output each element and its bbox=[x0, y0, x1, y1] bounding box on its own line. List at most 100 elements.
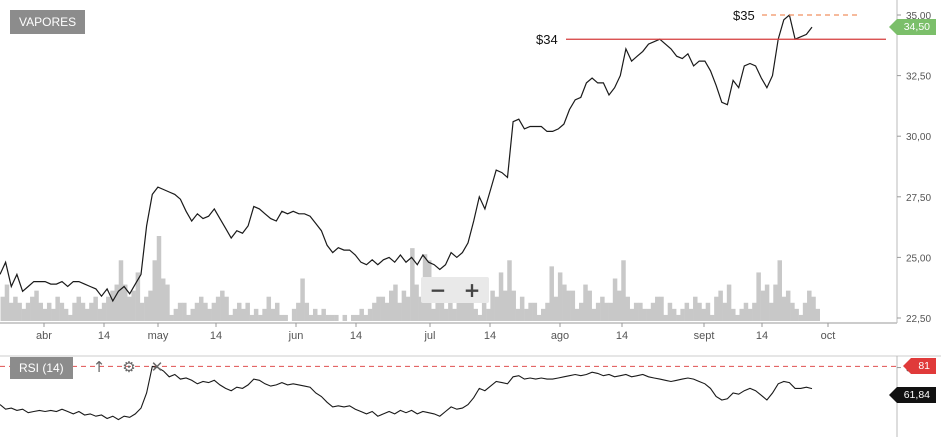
volume-bar bbox=[731, 308, 736, 321]
volume-bar bbox=[245, 302, 250, 321]
volume-bar bbox=[676, 314, 681, 321]
volume-bar bbox=[705, 302, 711, 321]
volume-bar bbox=[300, 278, 305, 321]
volume-bar bbox=[629, 308, 635, 321]
volume-bar bbox=[393, 284, 398, 321]
volume-bar bbox=[173, 308, 179, 321]
volume-bar bbox=[498, 272, 504, 321]
volume-bar bbox=[595, 302, 601, 321]
volume-bar bbox=[490, 290, 495, 321]
volume-bar bbox=[384, 302, 390, 321]
volume-bar bbox=[448, 302, 453, 321]
volume-bar bbox=[566, 290, 571, 321]
volume-bar bbox=[460, 296, 466, 321]
volume-bar bbox=[773, 284, 778, 321]
gear-icon[interactable]: ⚙ bbox=[122, 358, 136, 376]
badge-pointer bbox=[903, 358, 912, 375]
volume-bar bbox=[262, 308, 267, 321]
volume-bar bbox=[317, 314, 322, 321]
volume-bar bbox=[72, 302, 77, 321]
volume-bar bbox=[494, 296, 500, 321]
volume-bar bbox=[688, 308, 694, 321]
volume-bar bbox=[722, 302, 728, 321]
zoom-in-button[interactable]: + bbox=[463, 278, 481, 302]
volume-bar bbox=[515, 308, 521, 321]
volume-bar bbox=[553, 296, 559, 321]
volume-bar bbox=[452, 308, 457, 321]
close-icon[interactable]: ✕ bbox=[150, 358, 164, 376]
x-tick-label: oct bbox=[821, 330, 836, 342]
x-tick-label: abr bbox=[36, 330, 52, 342]
volume-bar bbox=[266, 296, 272, 321]
volume-bar bbox=[68, 314, 73, 321]
volume-bar bbox=[587, 290, 592, 321]
rsi-last-badge: 61,84 bbox=[888, 386, 936, 403]
volume-bar bbox=[8, 302, 14, 321]
rsi-overbought-badge: 81 bbox=[903, 358, 936, 375]
volume-bar bbox=[545, 302, 550, 321]
volume-bar bbox=[798, 314, 804, 321]
volume-bar bbox=[465, 302, 470, 321]
volume-bar bbox=[405, 296, 411, 321]
volume-bar bbox=[186, 314, 191, 321]
volume-bar bbox=[646, 308, 652, 321]
volume-bar bbox=[604, 302, 609, 321]
volume-bar bbox=[127, 296, 132, 321]
badge-pointer bbox=[888, 19, 897, 36]
volume-bar bbox=[355, 314, 360, 321]
volume-bar bbox=[30, 296, 35, 321]
volume-bar bbox=[608, 302, 614, 321]
volume-bar bbox=[165, 284, 170, 321]
arrow-up-icon[interactable]: ↑ bbox=[92, 358, 106, 376]
volume-bar bbox=[570, 290, 576, 321]
volume-bar bbox=[198, 296, 204, 321]
volume-bar bbox=[735, 314, 740, 321]
x-tick-label: jul bbox=[423, 330, 435, 342]
volume-bar bbox=[249, 314, 255, 321]
volume-bar bbox=[194, 302, 200, 321]
volume-bar bbox=[207, 308, 212, 321]
volume-bar bbox=[747, 308, 753, 321]
volume-bar bbox=[642, 308, 647, 321]
rsi-indicator-label[interactable]: RSI (14) bbox=[10, 357, 73, 379]
volume-bar bbox=[591, 308, 597, 321]
volume-bar bbox=[190, 308, 196, 321]
symbol-label[interactable]: VAPORES bbox=[10, 10, 86, 34]
volume-bar bbox=[89, 302, 94, 321]
volume-bar bbox=[650, 302, 656, 321]
x-tick-label: 14 bbox=[350, 330, 362, 342]
volume-bar bbox=[697, 302, 702, 321]
volume-bar bbox=[97, 308, 103, 321]
volume-bar bbox=[481, 302, 487, 321]
volume-bar bbox=[790, 302, 795, 321]
volume-bar bbox=[46, 302, 52, 321]
x-tick-label: 14 bbox=[756, 330, 768, 342]
volume-bar bbox=[511, 290, 516, 321]
volume-bar bbox=[655, 296, 660, 321]
volume-bar bbox=[308, 314, 314, 321]
volume-bar bbox=[714, 296, 719, 321]
volume-bar bbox=[279, 314, 284, 321]
x-tick-label: ago bbox=[551, 330, 569, 342]
volume-bar bbox=[380, 296, 386, 321]
volume-bar bbox=[93, 296, 98, 321]
volume-bar bbox=[182, 302, 187, 321]
volume-bar bbox=[752, 302, 757, 321]
volume-bar bbox=[321, 308, 326, 321]
volume-bar bbox=[410, 248, 415, 321]
volume-bar bbox=[519, 296, 525, 321]
volume-bar bbox=[726, 284, 732, 321]
volume-bar bbox=[401, 290, 407, 321]
badge-pointer bbox=[888, 386, 897, 403]
volume-bar bbox=[270, 308, 276, 321]
volume-bar bbox=[709, 314, 715, 321]
y-tick-label: 22,50 bbox=[906, 314, 931, 325]
zoom-out-button[interactable]: − bbox=[429, 278, 447, 302]
volume-bar bbox=[350, 314, 356, 321]
volume-bar bbox=[701, 308, 706, 321]
volume-bar bbox=[532, 302, 538, 321]
volume-bar bbox=[600, 296, 605, 321]
volume-bar bbox=[781, 296, 787, 321]
y-tick-label: 35,00 bbox=[906, 11, 931, 22]
